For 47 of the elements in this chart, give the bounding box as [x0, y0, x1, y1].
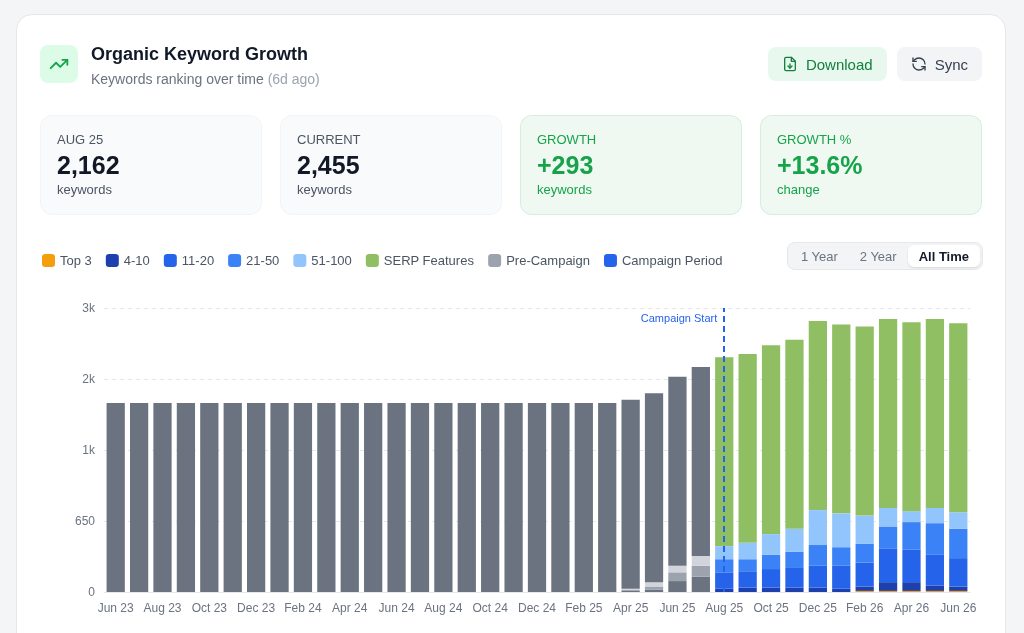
x-tick-label: Jun 23 — [97, 601, 135, 615]
x-tick-label: Feb 25 — [565, 601, 603, 615]
text: change — [777, 182, 820, 197]
x-tick-label: Oct 24 — [472, 601, 509, 615]
x-tick-label: Aug 24 — [424, 601, 463, 615]
y-tick-label: 0 — [88, 585, 96, 599]
y-tick-label: 1k — [82, 443, 96, 457]
text: GROWTH — [537, 132, 597, 147]
text: Organic Keyword Growth — [91, 44, 309, 64]
text: 2,455 — [297, 151, 360, 179]
text: keywords — [57, 182, 112, 197]
x-tick-label: Dec 24 — [517, 601, 557, 615]
text: GROWTH % — [777, 132, 852, 147]
legend-label: SERP Features — [383, 253, 475, 268]
legend-label: 21-50 — [246, 253, 280, 268]
x-tick-label: Dec 25 — [798, 601, 838, 615]
x-tick-label: Oct 23 — [191, 601, 228, 615]
ref-line-label: Campaign Start — [640, 312, 718, 324]
x-tick-label: Jun 26 — [940, 601, 977, 615]
text: AUG 25 — [57, 132, 104, 147]
text: +293 — [537, 151, 594, 179]
text: Keywords ranking over time — [91, 71, 264, 87]
y-tick-label: 650 — [74, 514, 96, 528]
x-tick-label: Jun 24 — [378, 601, 415, 615]
x-tick-label: Dec 23 — [237, 601, 276, 615]
x-tick-label: Apr 26 — [893, 601, 930, 615]
text: keywords — [297, 182, 352, 197]
x-tick-label: Jun 25 — [659, 601, 696, 615]
x-tick-label: Aug 25 — [705, 601, 744, 615]
y-tick-label: 3k — [82, 301, 96, 315]
text: CURRENT — [297, 132, 361, 147]
x-tick-label: Feb 26 — [846, 601, 884, 615]
legend-label: Pre-Campaign — [506, 253, 590, 268]
x-tick-label: Feb 24 — [284, 601, 322, 615]
legend-label: 4-10 — [123, 253, 150, 268]
legend-label: Campaign Period — [621, 253, 723, 268]
x-tick-label: Aug 23 — [143, 601, 182, 615]
text: 2,162 — [57, 151, 120, 179]
text: +13.6% — [777, 151, 863, 179]
x-tick-label: Oct 25 — [753, 601, 790, 615]
text: keywords — [537, 182, 592, 197]
x-tick-label: Apr 24 — [332, 601, 368, 615]
y-tick-label: 2k — [82, 372, 96, 386]
legend-label: 51-100 — [311, 253, 352, 268]
x-tick-label: Apr 25 — [612, 601, 649, 615]
text: (6d ago) — [266, 71, 320, 87]
legend-label: Top 3 — [60, 253, 92, 268]
